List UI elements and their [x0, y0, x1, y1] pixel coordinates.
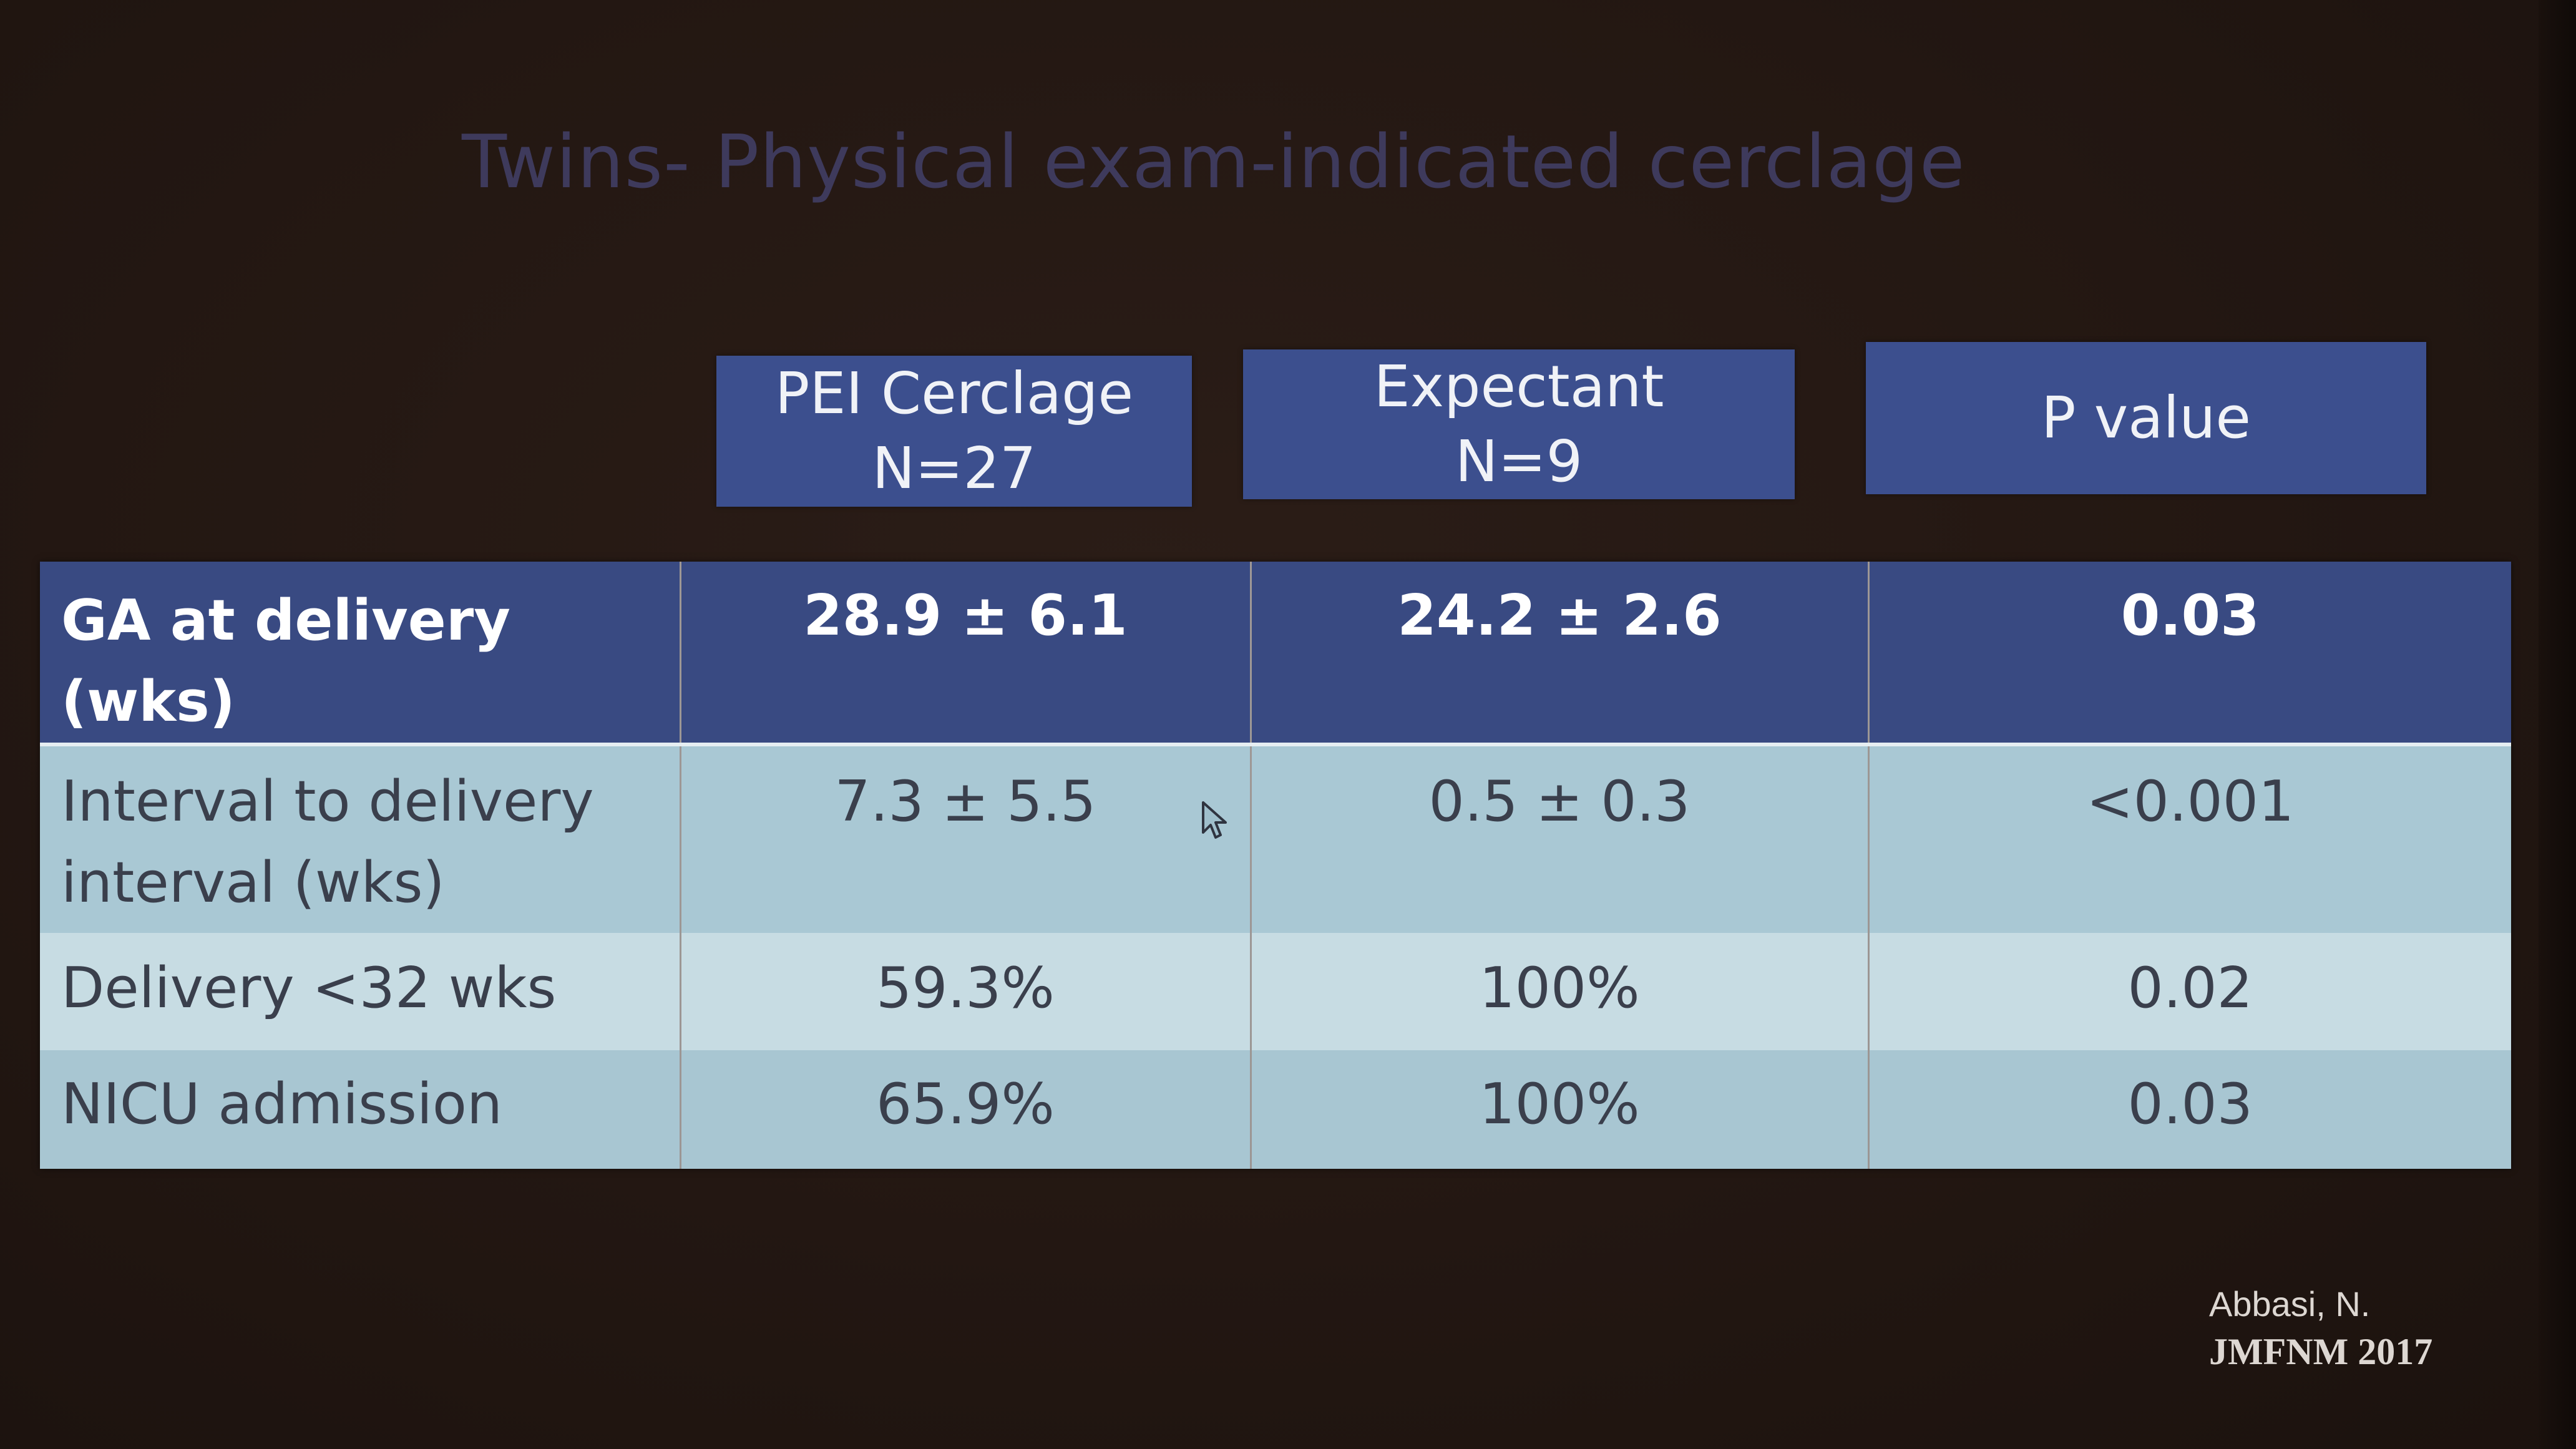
row-label-line1: Interval to delivery	[61, 769, 594, 834]
row-label: NICU admission	[40, 1050, 681, 1169]
column-header-expectant-n: N=9	[1455, 428, 1583, 495]
citation-journal: JMFNM 2017	[2209, 1331, 2433, 1372]
row-label: Delivery <32 wks	[40, 933, 681, 1050]
row-label-line2: interval (wks)	[61, 850, 445, 915]
cell-p-value: 0.02	[1868, 933, 2511, 1050]
column-header-p-value: P value	[1866, 342, 2426, 494]
column-header-pei-name: PEI Cerclage	[774, 360, 1134, 427]
slide-title: Twins- Physical exam-indicated cerclage	[462, 119, 1966, 205]
cell-p-value: 0.03	[1868, 1050, 2511, 1169]
cell-pei: 28.9 ± 6.1	[680, 562, 1252, 744]
cell-pei: 65.9%	[680, 1050, 1252, 1169]
cell-expectant: 100%	[1251, 1050, 1870, 1169]
table-row: Delivery <32 wks 59.3% 100% 0.02	[40, 933, 2511, 1050]
column-header-pei-cerclage: PEI Cerclage N=27	[716, 356, 1192, 507]
cell-p-value: <0.001	[1868, 743, 2511, 933]
row-label: Interval to delivery interval (wks)	[40, 743, 681, 933]
column-header-expectant-name: Expectant	[1373, 353, 1664, 420]
cell-expectant: 24.2 ± 2.6	[1251, 562, 1870, 744]
cell-pei: 7.3 ± 5.5	[680, 743, 1252, 933]
column-header-expectant: Expectant N=9	[1243, 349, 1795, 499]
cell-pei: 59.3%	[680, 933, 1252, 1050]
row-label-line1: NICU admission	[61, 1071, 503, 1137]
citation-author: Abbasi, N.	[2209, 1284, 2371, 1324]
screen-edge	[2539, 0, 2576, 1449]
row-label-line1: GA at delivery	[61, 588, 510, 653]
row-label-line1: Delivery <32 wks	[61, 955, 557, 1021]
row-label-line2: (wks)	[61, 669, 235, 734]
row-label: GA at delivery (wks)	[40, 562, 681, 744]
mouse-pointer-icon	[1202, 801, 1227, 839]
table-row: GA at delivery (wks) 28.9 ± 6.1 24.2 ± 2…	[40, 562, 2511, 744]
citation: Abbasi, N. JMFNM 2017	[2209, 1281, 2432, 1375]
cell-expectant: 100%	[1251, 933, 1870, 1050]
cell-expectant: 0.5 ± 0.3	[1251, 743, 1870, 933]
table-row: Interval to delivery interval (wks) 7.3 …	[40, 743, 2511, 933]
cell-p-value: 0.03	[1868, 562, 2511, 744]
table-row: NICU admission 65.9% 100% 0.03	[40, 1050, 2511, 1169]
column-header-p-value-label: P value	[2041, 384, 2251, 451]
results-table: GA at delivery (wks) 28.9 ± 6.1 24.2 ± 2…	[40, 562, 2511, 1169]
column-header-pei-n: N=27	[872, 435, 1037, 502]
